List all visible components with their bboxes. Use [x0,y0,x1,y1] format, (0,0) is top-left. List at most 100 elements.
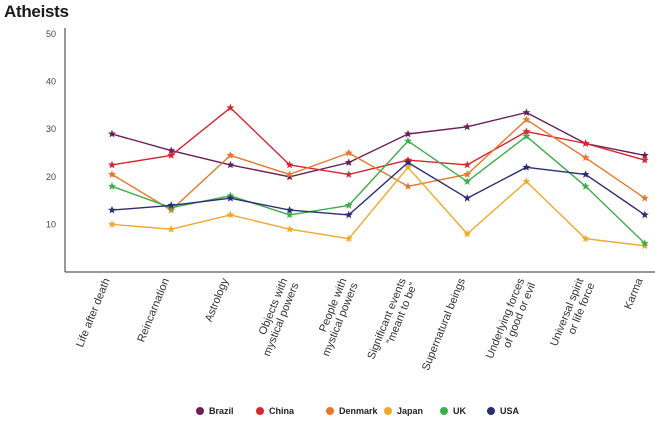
data-point-uk [108,182,116,190]
data-point-denmark [108,170,116,178]
data-point-brazil [285,172,294,181]
series-line-brazil [111,111,645,178]
series-line-usa [111,161,646,216]
legend-label: China [269,406,295,416]
y-tick-label: 20 [46,172,56,182]
legend-item-denmark: Denmark [326,406,379,416]
legend-swatch [487,407,495,415]
data-point-usa [581,170,590,178]
y-tick-label: 50 [46,29,56,39]
data-point-japan [463,229,472,238]
data-point-japan [167,224,176,233]
data-point-usa [167,201,176,209]
data-point-brazil [522,108,531,116]
data-point-japan [285,224,294,233]
data-point-brazil [463,122,472,131]
legend-swatch [196,407,204,415]
data-point-japan [581,234,590,243]
data-point-china [522,127,531,135]
data-point-denmark [285,170,294,178]
data-point-china [108,160,116,169]
data-point-usa [226,194,235,202]
legend-label: USA [500,406,520,416]
series-brazil [108,108,649,181]
legend-item-usa: USA [487,406,520,416]
data-point-china [344,170,353,178]
x-tick-label: Underlying forcesof good or evil [484,276,539,365]
data-point-denmark [404,182,412,190]
x-tick-label: Objects withmystical powers [250,276,302,358]
legend-swatch [326,407,334,415]
data-point-china [581,139,590,147]
series-china [108,103,649,178]
legend-label: Japan [397,406,423,416]
data-point-brazil [167,146,176,155]
legend: Brazil China Denmark Japan UK USA [196,406,520,416]
data-point-denmark [581,153,590,162]
data-point-china [463,160,472,169]
data-point-japan [522,177,531,185]
y-tick-label: 40 [46,77,56,87]
data-point-japan [344,234,353,243]
x-tick-label: Universal spiritor life force [548,277,597,353]
y-tick-label: 30 [46,124,56,134]
data-point-usa [108,205,116,214]
y-axis-ticks: 10 20 30 40 50 [46,29,56,229]
data-point-denmark [522,115,531,124]
data-point-usa [640,210,649,219]
legend-swatch [440,407,448,415]
data-point-china [167,151,176,159]
series-japan [108,163,649,250]
data-point-usa [285,205,294,214]
series-line-china [111,107,645,176]
data-point-uk [167,203,176,212]
data-point-brazil [344,158,353,166]
data-point-brazil [226,160,235,169]
data-point-usa [344,210,353,219]
legend-label: Denmark [339,406,379,416]
x-tick-label: Karma [622,276,646,311]
legend-item-china: China [256,406,295,416]
x-tick-label: Significant events“meant to be” [365,276,420,365]
data-point-uk [404,136,412,145]
chart-title: Atheists [4,2,69,21]
data-point-brazil [404,129,412,138]
data-point-uk [581,182,590,190]
data-point-denmark [167,205,176,214]
data-point-uk [522,132,531,140]
data-point-japan [108,220,116,228]
x-tick-label: Life after death [74,277,113,350]
legend-item-brazil: Brazil [196,406,234,416]
series-line-japan [111,166,645,247]
data-point-china [226,103,235,112]
data-point-japan [404,163,412,171]
legend-label: Brazil [209,406,234,416]
legend-swatch [384,407,392,415]
x-tick-label: People withmystical powers [309,276,361,358]
data-point-usa [522,163,531,171]
series-denmark [108,115,649,214]
data-point-denmark [226,151,235,159]
legend-swatch [256,407,264,415]
x-tick-label: Supernatural beings [420,276,468,372]
data-point-denmark [640,194,649,202]
x-tick-label: Reincarnation [135,277,172,344]
data-point-denmark [344,148,353,157]
data-point-uk [285,210,294,219]
data-point-denmark [463,170,472,178]
data-point-usa [404,158,412,166]
data-point-usa [463,194,472,202]
data-point-brazil [108,129,116,138]
axes [64,28,655,273]
series-lines [108,103,649,250]
legend-label: UK [453,406,466,416]
data-point-uk [640,239,649,247]
legend-item-japan: Japan [384,406,423,416]
x-axis-labels: Life after death Reincarnation Astrology Ob… [74,276,646,373]
data-point-china [640,155,649,164]
data-point-uk [344,201,353,209]
series-usa [108,158,649,219]
data-point-china [285,160,294,169]
data-point-japan [640,241,649,250]
